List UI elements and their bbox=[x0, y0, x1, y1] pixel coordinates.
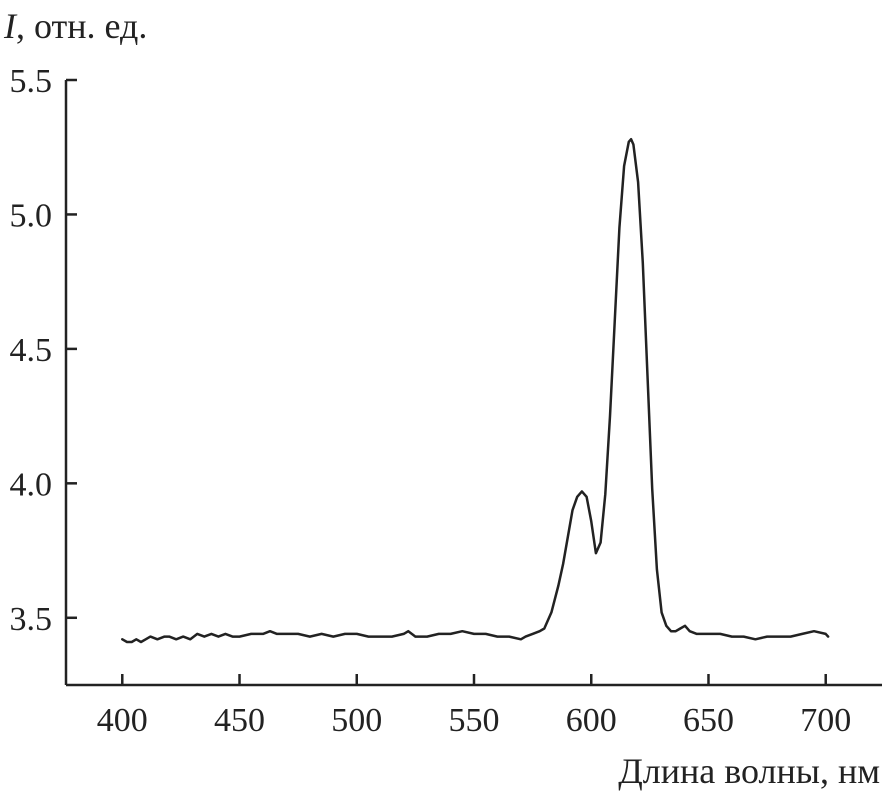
y-axis-symbol: I bbox=[3, 6, 18, 46]
chart-axes bbox=[64, 80, 882, 687]
y-tick-label: 4.0 bbox=[10, 466, 53, 503]
x-ticks: 400 450 500 550 600 650 700 bbox=[97, 674, 851, 739]
x-tick-label: 550 bbox=[449, 702, 500, 739]
y-ticks: 3.5 4.0 4.5 5.0 5.5 bbox=[10, 63, 77, 638]
spectrum-line bbox=[121, 137, 830, 644]
x-axis-label: Длина волны, нм bbox=[618, 751, 880, 791]
y-axis-label: I, отн. ед. bbox=[3, 6, 147, 46]
x-tick-label: 500 bbox=[331, 702, 382, 739]
y-tick-label: 5.5 bbox=[10, 63, 53, 100]
x-tick-label: 700 bbox=[800, 702, 851, 739]
x-tick-label: 600 bbox=[566, 702, 617, 739]
y-tick-label: 4.5 bbox=[10, 332, 53, 369]
y-tick-label: 5.0 bbox=[10, 197, 53, 234]
x-tick-label: 400 bbox=[97, 702, 148, 739]
x-tick-label: 650 bbox=[683, 702, 734, 739]
y-axis-unit: , отн. ед. bbox=[16, 6, 147, 46]
series-group bbox=[121, 137, 830, 644]
y-tick-label: 3.5 bbox=[10, 601, 53, 638]
x-tick-label: 450 bbox=[214, 702, 265, 739]
